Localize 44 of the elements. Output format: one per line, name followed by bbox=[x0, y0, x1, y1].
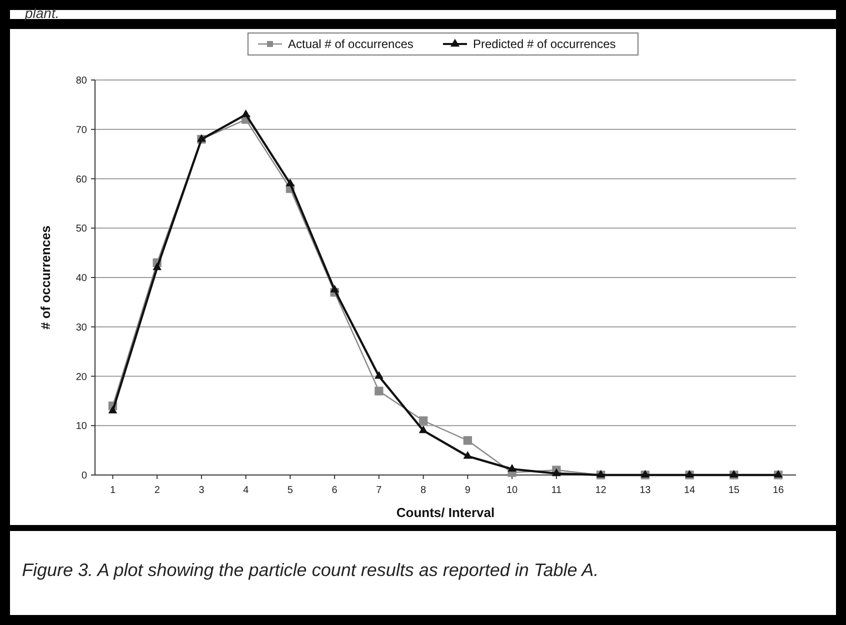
x-tick-label: 4 bbox=[243, 485, 250, 496]
x-axis-title: Counts/ Interval bbox=[396, 505, 495, 520]
point bbox=[286, 178, 295, 186]
caption: Figure 3. A plot showing the particle count results as reported in Table A. bbox=[22, 560, 599, 580]
y-tick-label: 30 bbox=[76, 322, 88, 334]
x-tick-label: 13 bbox=[640, 485, 652, 496]
point bbox=[330, 284, 340, 292]
point bbox=[418, 416, 428, 426]
y-tick-label: 40 bbox=[76, 273, 88, 284]
point bbox=[552, 468, 561, 476]
y-tick-label: 60 bbox=[76, 174, 88, 186]
x-tick-label: 1 bbox=[110, 485, 116, 496]
point bbox=[374, 371, 384, 379]
point bbox=[508, 464, 516, 472]
x-tick-label: 11 bbox=[551, 485, 562, 496]
x-tick-label: 12 bbox=[595, 485, 607, 496]
x-tick-label: 8 bbox=[420, 485, 427, 496]
point bbox=[241, 109, 250, 118]
y-tick-label: 0 bbox=[81, 470, 88, 482]
y-tick-label: 50 bbox=[76, 224, 88, 235]
y-axis-title: # of occurrences bbox=[38, 225, 53, 330]
y-tick-label: 80 bbox=[76, 76, 88, 86]
x-tick-label: 14 bbox=[684, 485, 696, 496]
x-tick-label: 16 bbox=[772, 485, 784, 496]
x-tick-label: 7 bbox=[376, 485, 382, 496]
y-tick-label: 10 bbox=[76, 421, 88, 432]
point bbox=[463, 436, 472, 445]
point bbox=[463, 451, 472, 459]
y-tick-label: 70 bbox=[76, 124, 88, 136]
x-tick-label: 6 bbox=[332, 485, 338, 496]
x-tick-label: 10 bbox=[506, 485, 518, 496]
x-tick-label: 5 bbox=[287, 485, 294, 496]
x-tick-label: 3 bbox=[198, 485, 205, 496]
point bbox=[374, 386, 384, 396]
y-tick-label: 20 bbox=[76, 372, 88, 383]
legend-label: Actual # of occurrences bbox=[288, 37, 414, 52]
x-tick-label: 9 bbox=[464, 485, 471, 496]
x-tick-label: 2 bbox=[154, 485, 160, 496]
text: plant. bbox=[24, 5, 60, 21]
legend-label: Predicted # of occurrences bbox=[473, 37, 616, 52]
point bbox=[152, 262, 162, 270]
point bbox=[418, 425, 428, 434]
point bbox=[108, 406, 118, 414]
x-tick-label: 15 bbox=[728, 485, 740, 496]
